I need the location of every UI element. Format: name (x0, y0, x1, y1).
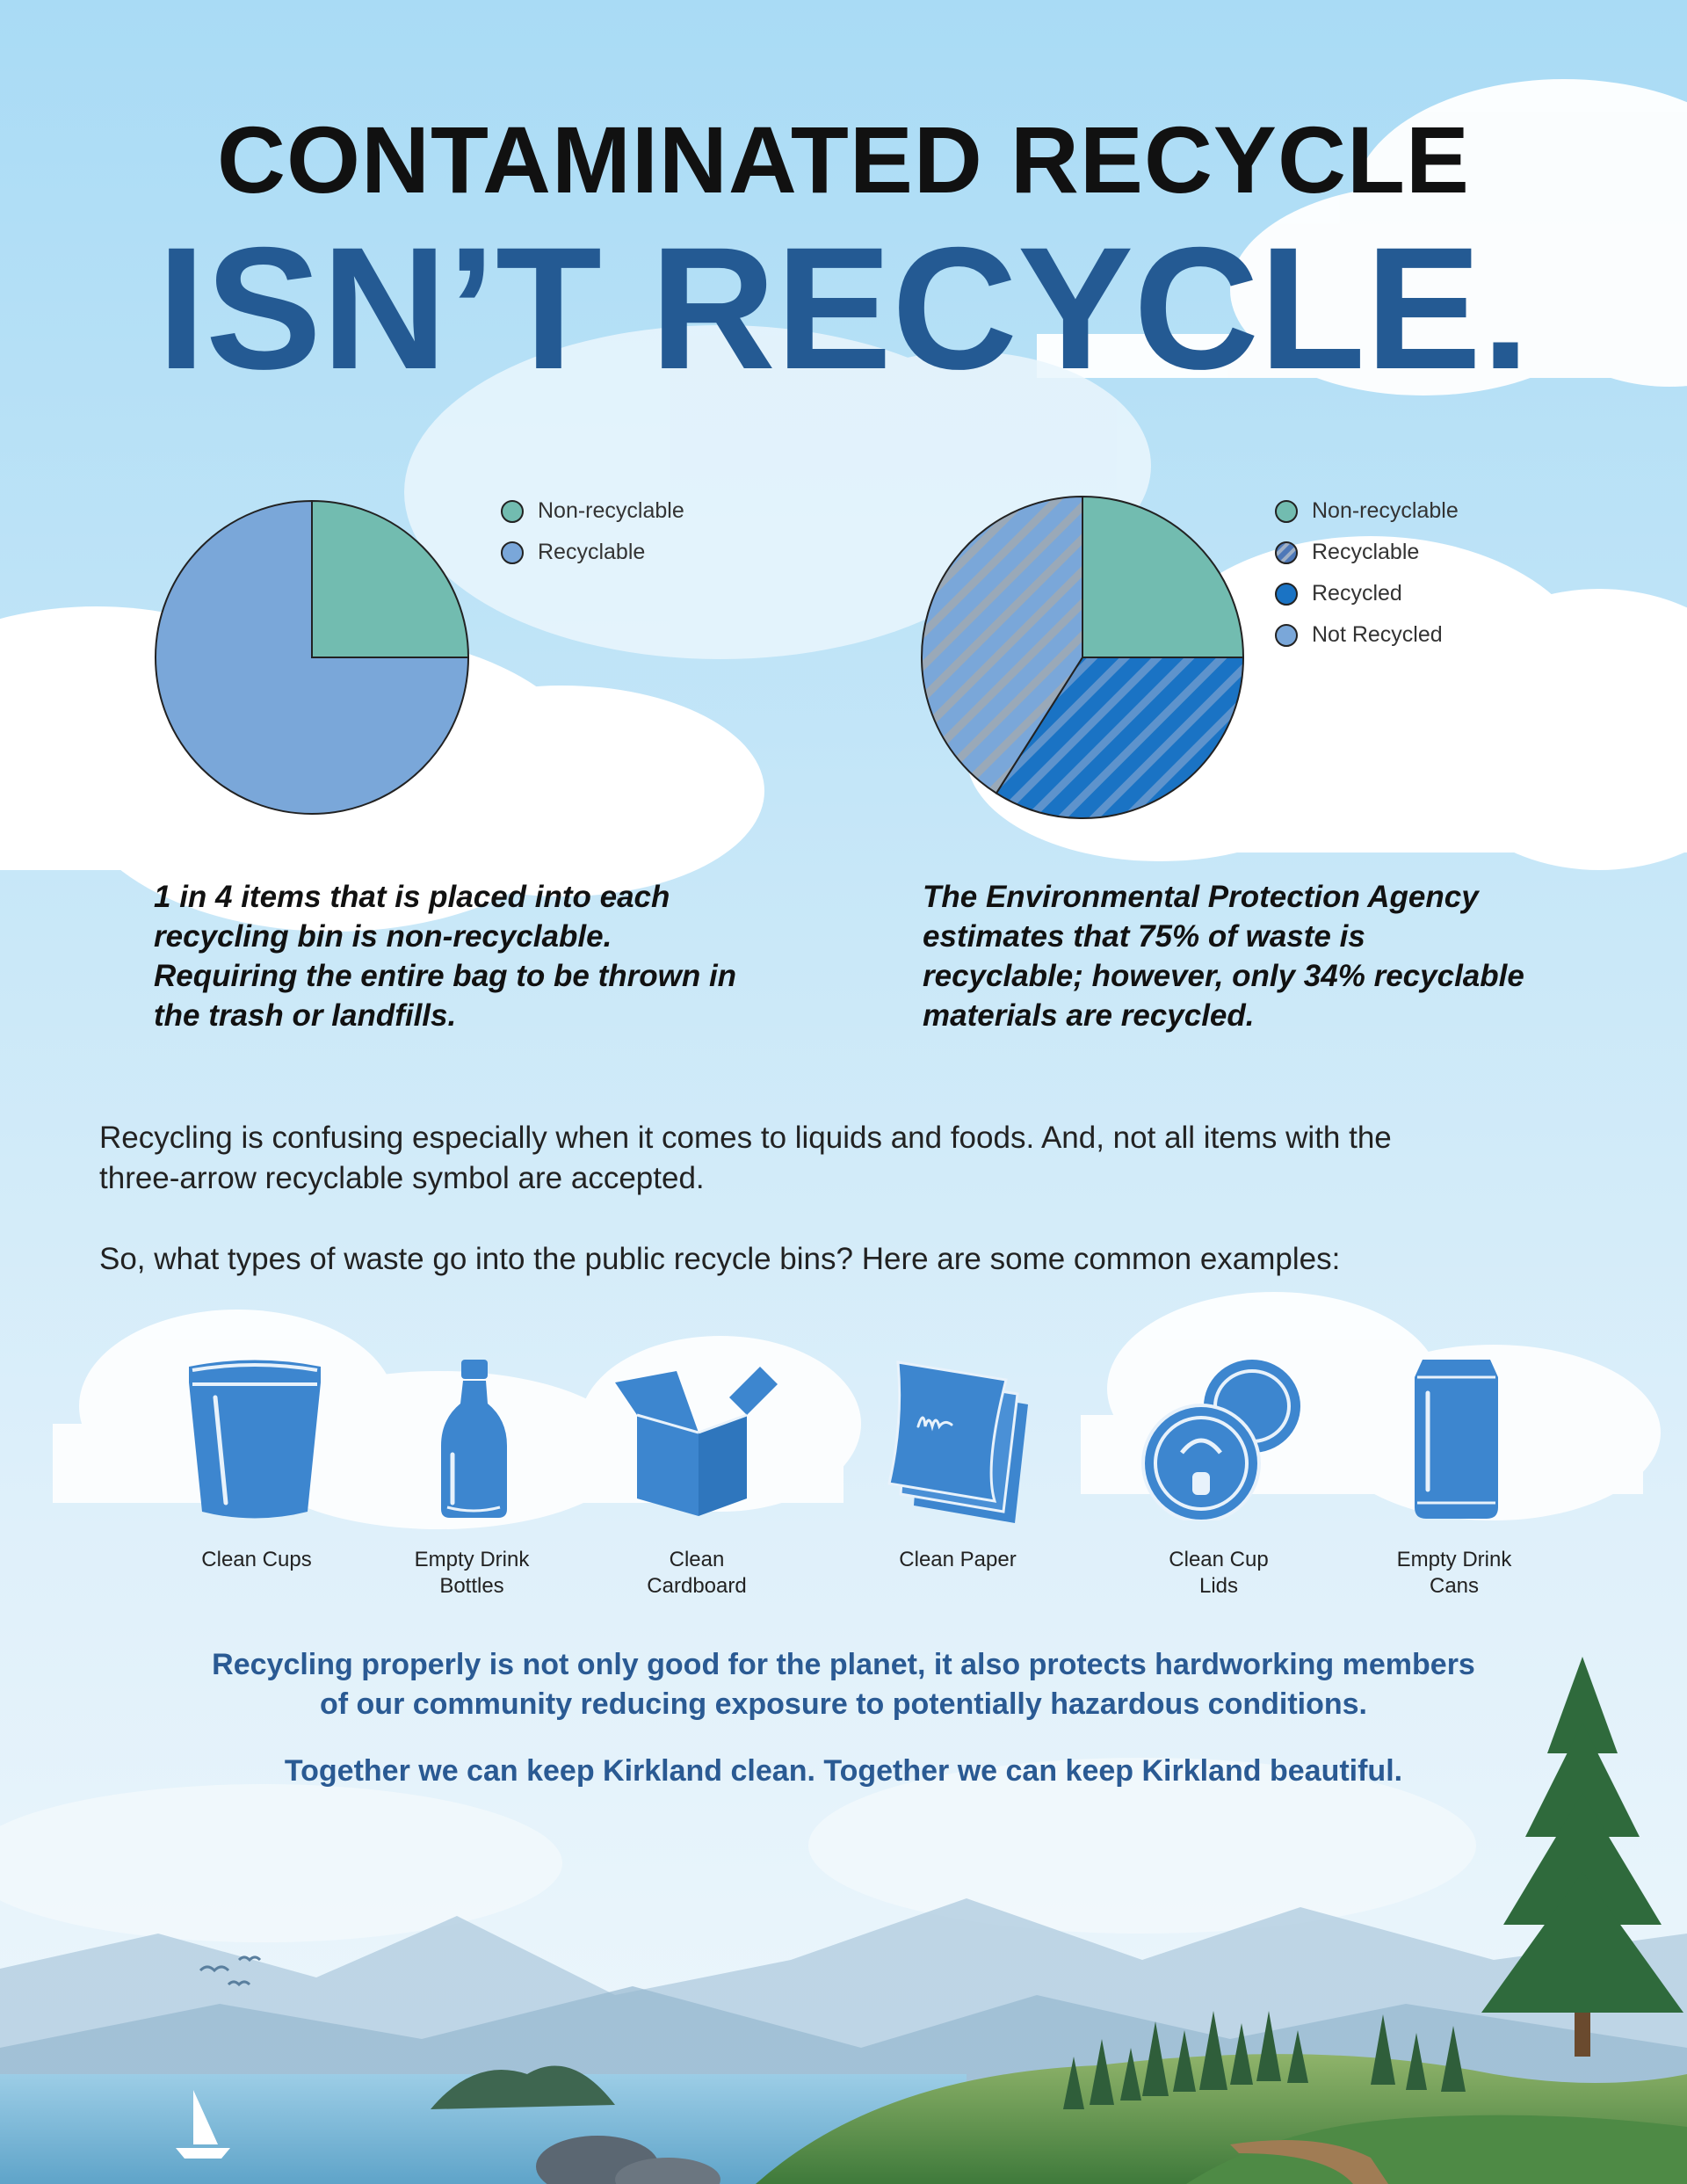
legend-label: Recyclable (1312, 540, 1420, 564)
legend-label: Non-recyclable (538, 498, 684, 523)
legend-item: Recyclable (1275, 532, 1459, 573)
legend-swatch-non-recyclable (1275, 499, 1298, 523)
legend-item: Non-recyclable (1275, 490, 1459, 532)
caption-line: the trash or landfills. (154, 998, 457, 1033)
legend-item: Not Recycled (1275, 614, 1459, 656)
pie-slice-recyclable (155, 499, 470, 815)
pie-slice-recycled (995, 657, 1245, 819)
item-label-line: Lids (1198, 1574, 1239, 1598)
item-label-line: Clean Cup (1169, 1548, 1269, 1571)
legend-swatch-not-recycled (1275, 623, 1298, 647)
title-line-2: ISN’T RECYCLE. (156, 211, 1531, 405)
pie-chart-2 (921, 495, 1245, 819)
item-label-clean-cup-lids: Clean Cup Lids (1122, 1547, 1315, 1600)
item-label-line: Clean (669, 1548, 725, 1571)
caption-line: materials are recycled. (923, 998, 1255, 1033)
caption-line: estimates that 75% of waste is (923, 919, 1365, 954)
item-label-clean-cardboard: Clean Cardboard (600, 1547, 793, 1600)
item-label-line: Clean Paper (899, 1548, 1017, 1571)
bottle-icon (441, 1360, 507, 1518)
legend-item: Non-recyclable (501, 490, 684, 532)
item-label-line: Bottles (439, 1574, 504, 1598)
caption-left: 1 in 4 items that is placed into each re… (154, 877, 736, 1035)
pie-slice-not-recycled (921, 495, 1083, 795)
caption-right: The Environmental Protection Agency esti… (923, 877, 1524, 1035)
item-label-empty-drink-bottles: Empty Drink Bottles (375, 1547, 568, 1600)
cup-icon (189, 1360, 321, 1519)
intro-line: Recycling is confusing especially when i… (99, 1121, 1392, 1155)
item-label-clean-cups: Clean Cups (160, 1547, 353, 1573)
item-label-line: Cardboard (647, 1574, 747, 1598)
clouds (1037, 79, 1687, 395)
legend-item: Recycled (1275, 573, 1459, 614)
caption-line: recycling bin is non-recyclable. (154, 919, 612, 954)
intro-line: three-arrow recyclable symbol are accept… (99, 1161, 705, 1195)
item-label-empty-drink-cans: Empty Drink Cans (1358, 1547, 1551, 1600)
item-label-line: Cans (1429, 1574, 1480, 1598)
caption-line: 1 in 4 items that is placed into each (154, 880, 670, 914)
drink-can-icon (1415, 1360, 1498, 1519)
item-label-line: Clean Cups (201, 1548, 312, 1571)
legend-label: Not Recycled (1312, 622, 1443, 647)
legend-swatch-non-recyclable (501, 499, 524, 523)
legend-swatch-recyclable (501, 541, 524, 564)
item-label-clean-paper: Clean Paper (861, 1547, 1054, 1573)
closing-line: Recycling properly is not only good for … (212, 1648, 1475, 1681)
intro-paragraph: Recycling is confusing especially when i… (99, 1118, 1392, 1199)
legend-pie-1: Non-recyclable Recyclable (501, 490, 684, 573)
pie-chart-1 (155, 499, 470, 815)
legend-label: Recycled (1312, 581, 1402, 606)
pie-slice-non-recyclable (1082, 495, 1245, 658)
closing-line: of our community reducing exposure to po… (320, 1687, 1367, 1721)
question-paragraph: So, what types of waste go into the publ… (99, 1242, 1341, 1276)
item-label-line: Empty Drink (1396, 1548, 1512, 1571)
cardboard-box-icon (615, 1367, 778, 1516)
cup-lid-icon (1141, 1360, 1300, 1520)
pie-slice-non-recyclable (311, 499, 470, 658)
pie-charts (155, 495, 1245, 819)
legend-swatch-recyclable-striped (1275, 541, 1298, 564)
caption-line: recyclable; however, only 34% recyclable (923, 959, 1524, 993)
legend-item: Recyclable (501, 532, 684, 573)
item-label-line: Empty Drink (414, 1548, 530, 1571)
caption-line: Requiring the entire bag to be thrown in (154, 959, 737, 993)
caption-line: The Environmental Protection Agency (923, 880, 1479, 914)
legend-swatch-recycled (1275, 582, 1298, 606)
closing-message: Recycling properly is not only good for … (0, 1645, 1687, 1724)
paper-icon (887, 1360, 1028, 1523)
legend-label: Non-recyclable (1312, 498, 1459, 523)
title-line-1: CONTAMINATED RECYCLE (217, 106, 1470, 213)
legend-label: Recyclable (538, 540, 646, 564)
legend-pie-2: Non-recyclable Recyclable Recycled Not R… (1275, 490, 1459, 656)
closing-slogan: Together we can keep Kirkland clean. Tog… (284, 1754, 1403, 1788)
